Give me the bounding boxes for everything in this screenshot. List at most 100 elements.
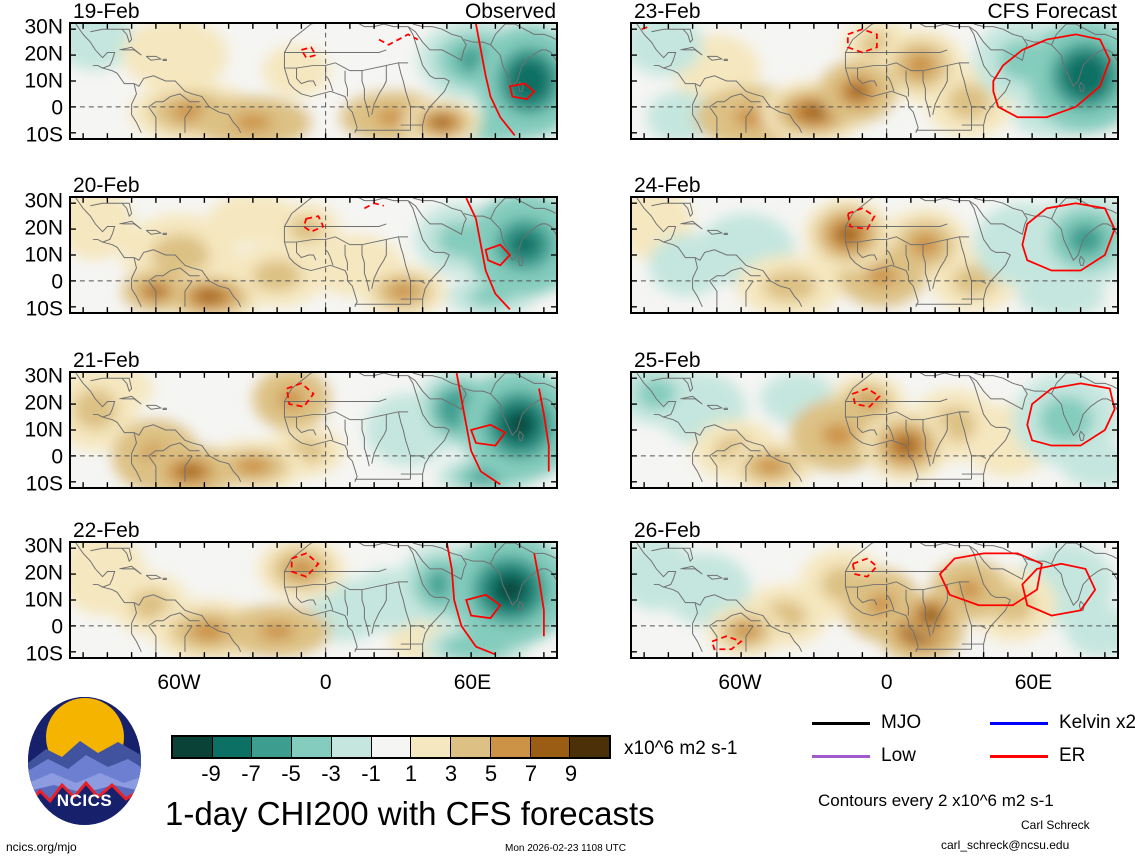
anomaly-field [71,543,556,657]
colorbar-swatch [570,737,610,757]
column-heading: CFS Forecast [987,0,1117,23]
colorbar-swatch [530,737,571,757]
x-axis-labels: 60W 0 60E [630,659,1119,699]
author-email: carl_schreck@ncsu.edu [941,838,1070,852]
colorbar [171,735,611,759]
anomaly-field [71,198,556,312]
y-axis-tick-label: 10N [24,418,63,442]
colorbar-tick-label: -7 [241,761,261,786]
y-axis-tick-label: 30N [24,189,63,213]
map-panel: 22-Feb 30N 20N 10N 0 10S 60W 0 60E [24,519,558,694]
map-panel: 19-Feb Observed 30N 20N 10N 0 10S [24,0,558,145]
er-contours [851,382,1116,447]
er-contours [300,24,536,136]
map-frame [630,541,1119,659]
map-frame [69,22,558,140]
map-frame [630,196,1119,314]
colorbar-swatch [451,737,491,757]
er-contours [710,552,1097,651]
map-frame [630,22,1119,140]
anomaly-field [632,24,1117,138]
panel-date-label: 26-Feb [634,519,701,542]
colorbar-swatch [173,737,213,757]
legend-label: MJO [881,712,922,733]
legend-line-swatch [812,754,870,758]
map-panel: 23-Feb CFS Forecast [630,0,1119,140]
y-axis-tick-label: 10N [24,243,63,267]
panel-date-label: 24-Feb [634,174,701,197]
y-axis-tick-label: 20N [24,391,63,415]
colorbar-tick-label: -5 [281,761,301,786]
x-axis-tick-label: 60W [718,671,762,694]
panel-date-label: 23-Feb [634,0,701,23]
er-contours [285,373,550,486]
y-axis-tick-label: 0 [51,445,63,469]
colorbar-ticks: -9 -7 -5 -3 -1 1 3 5 7 9 [171,761,611,789]
y-axis-tick-label: 0 [51,96,63,120]
er-contours [290,543,545,656]
colorbar-tick-label: 9 [564,761,578,786]
legend-item: Low [812,745,916,767]
y-axis-labels: 30N 20N 10N 0 10S [7,191,69,319]
map-panel: 20-Feb 30N 20N 10N 0 10S [24,174,558,319]
y-axis-tick-label: 30N [24,15,63,39]
panel-date-label: 19-Feb [73,0,140,23]
anomaly-field [632,543,1117,657]
legend-line-swatch [990,721,1048,725]
author-name: Carl Schreck [1021,818,1090,832]
y-axis-labels: 30N 20N 10N 0 10S [7,536,69,664]
page-title: 1-day CHI200 with CFS forecasts [165,795,655,832]
map-frame [630,371,1119,489]
colorbar-swatch [490,737,531,757]
anomaly-field [71,373,556,487]
legend-label: Low [881,745,916,766]
map-panel: 25-Feb [630,349,1119,489]
colorbar-tick-label: 7 [524,761,538,786]
colorbar-swatch [252,737,293,757]
y-axis-tick-label: 10S [25,642,63,666]
colorbar-tick-label: -1 [361,761,381,786]
legend-line-swatch [990,754,1048,758]
x-axis-labels: 60W 0 60E [69,659,558,699]
map-frame [69,371,558,489]
colorbar-swatch [411,737,452,757]
logo-label: NCICS [56,791,113,810]
anomaly-field [632,373,1117,487]
y-axis-labels: 30N 20N 10N 0 10S [7,366,69,494]
legend-item: MJO [812,712,921,734]
coastlines [636,543,1117,657]
coastlines [636,24,1117,138]
map-panel: 21-Feb 30N 20N 10N 0 10S [24,349,558,494]
panel-date-label: 25-Feb [634,349,701,372]
colorbar-tick-label: 1 [404,761,418,786]
er-contours [641,25,1111,119]
coastlines [75,543,556,657]
legend-line-swatch [812,721,870,725]
panel-date-label: 20-Feb [73,174,140,197]
contour-interval-note: Contours every 2 x10^6 m2 s-1 [818,791,1054,810]
y-axis-tick-label: 10N [24,588,63,612]
column-heading: Observed [464,0,556,23]
er-contours [302,198,512,310]
legend-item: ER [990,745,1085,767]
y-axis-tick-label: 20N [24,42,63,66]
y-axis-tick-label: 10S [25,123,63,147]
panel-date-label: 22-Feb [73,519,140,542]
x-axis-tick-label: 0 [319,671,332,694]
logo-oval [28,697,141,825]
anomaly-field [71,24,556,138]
colorbar-swatch [331,737,372,757]
y-axis-tick-label: 10N [24,69,63,93]
coastlines [75,373,556,487]
contour-legend: MJO Kelvin x2 Low ER [812,712,1135,774]
anomaly-field [632,198,1117,312]
coastlines [636,198,1117,312]
colorbar-tick-label: -3 [321,761,341,786]
x-axis-tick-label: 60E [1014,671,1053,694]
y-axis-tick-label: 30N [24,534,63,558]
colorbar-swatch [212,737,253,757]
ncics-logo: NCICS [28,697,141,825]
legend-label: Kelvin x2 [1059,712,1135,733]
colorbar-swatch [292,737,332,757]
x-axis-tick-label: 60E [453,671,492,694]
